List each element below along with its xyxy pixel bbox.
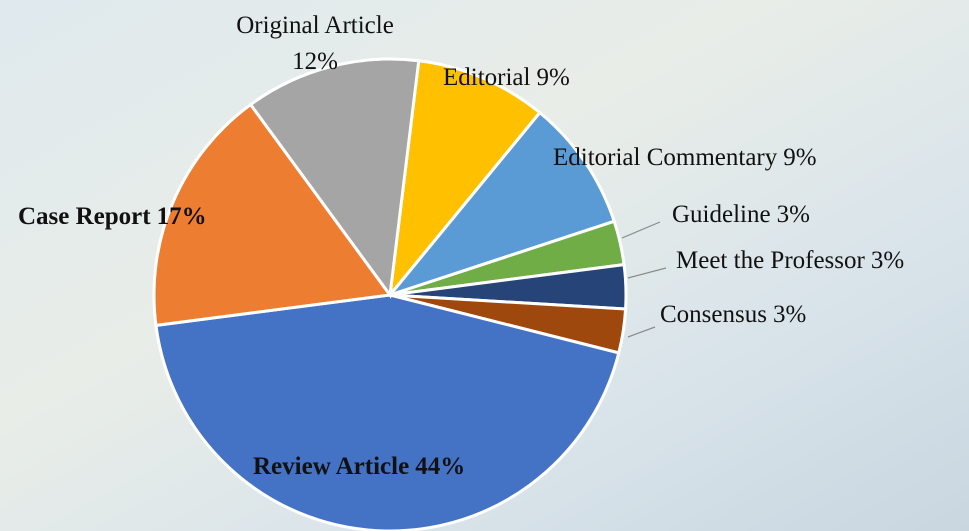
label-name: Editorial xyxy=(443,64,531,91)
label-value: 9% xyxy=(783,144,816,171)
slice xyxy=(385,110,617,299)
label-name: Review Article xyxy=(253,453,409,480)
label-value: 17% xyxy=(157,203,207,230)
data-label: Editorial 9% xyxy=(443,64,570,91)
leader-line xyxy=(627,326,656,338)
label-name: Original Article xyxy=(236,12,394,39)
label-name: Case Report xyxy=(18,203,151,230)
label-value: 3% xyxy=(777,201,810,228)
slice xyxy=(248,57,421,299)
slice xyxy=(152,102,393,328)
label-name: Editorial Commentary xyxy=(553,144,778,171)
data-label: Meet the Professor 3% xyxy=(676,247,904,274)
label-name: Consensus xyxy=(660,301,767,328)
label-name: Meet the Professor xyxy=(676,247,866,274)
slice xyxy=(154,293,621,531)
label-value: 44% xyxy=(415,453,465,480)
leader-line xyxy=(627,267,667,279)
data-label: Guideline 3% xyxy=(672,201,810,228)
label-value: 3% xyxy=(773,301,806,328)
data-label: Case Report 17% xyxy=(18,203,207,230)
label-value: 12% xyxy=(292,48,338,75)
labels: Editorial 9%Editorial Commentary 9%Guideli… xyxy=(18,12,904,480)
data-label: Consensus 3% xyxy=(660,301,806,328)
label-value: 9% xyxy=(536,64,569,91)
label-value: 3% xyxy=(871,247,904,274)
slice xyxy=(387,59,542,300)
data-label: Review Article 44% xyxy=(253,453,465,480)
leader-line xyxy=(621,221,661,239)
pie xyxy=(152,57,628,531)
data-label: Original Article 12% xyxy=(236,12,394,75)
label-name: Guideline xyxy=(672,201,771,228)
data-label: Editorial Commentary 9% xyxy=(553,144,817,171)
